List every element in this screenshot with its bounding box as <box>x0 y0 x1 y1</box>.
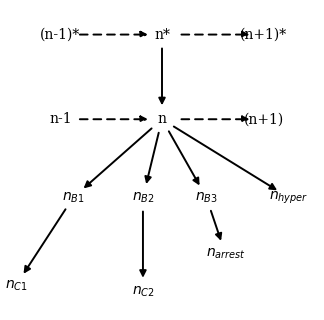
Text: n: n <box>157 112 167 126</box>
Text: n-1: n-1 <box>49 112 72 126</box>
Text: $n_{B2}$: $n_{B2}$ <box>132 190 154 205</box>
Text: n*: n* <box>154 28 170 42</box>
Text: $n_{hyper}$: $n_{hyper}$ <box>269 189 309 206</box>
Text: $n_{B3}$: $n_{B3}$ <box>195 190 218 205</box>
Text: (n-1)*: (n-1)* <box>40 28 81 42</box>
Text: $n_{C1}$: $n_{C1}$ <box>5 278 27 292</box>
Text: (n+1): (n+1) <box>243 112 284 126</box>
Text: $n_{C2}$: $n_{C2}$ <box>132 284 154 299</box>
Text: (n+1)*: (n+1)* <box>240 28 287 42</box>
Text: $n_{B1}$: $n_{B1}$ <box>62 190 85 205</box>
Text: $n_{arrest}$: $n_{arrest}$ <box>205 247 246 261</box>
